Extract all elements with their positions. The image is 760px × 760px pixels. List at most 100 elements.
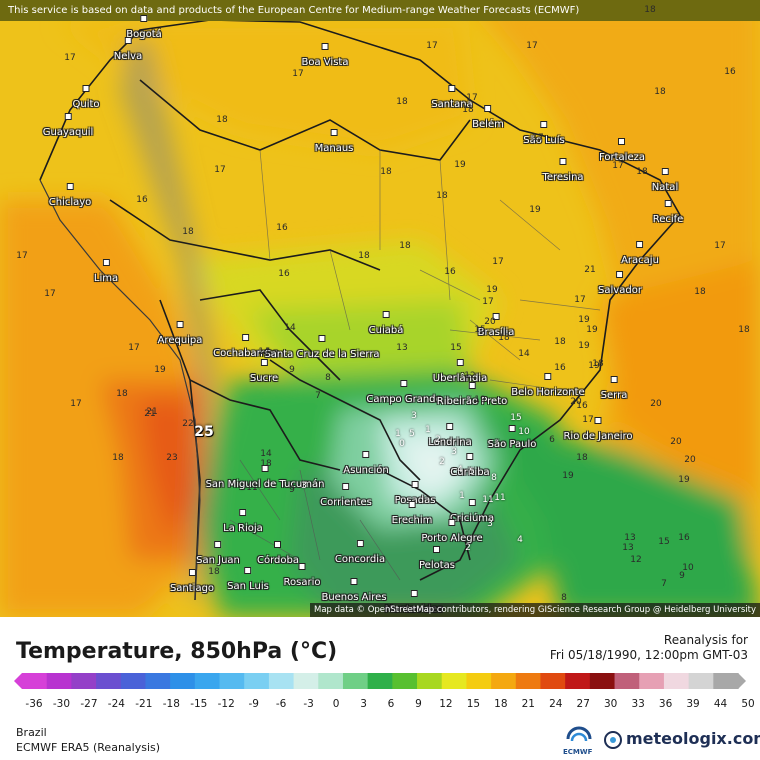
meteologix-logo[interactable]: meteologix.com: [626, 729, 760, 748]
city-square-icon: [382, 311, 390, 318]
coastline: [39, 179, 201, 601]
temperature-label: 17: [128, 343, 140, 353]
city-marker: Salvador: [598, 271, 642, 297]
temperature-label: 18: [636, 167, 648, 177]
temperature-label: 20: [684, 455, 696, 465]
city-square-icon: [102, 259, 110, 266]
temperature-label: 17: [526, 41, 538, 51]
map-panel: This service is based on data and produc…: [0, 0, 760, 617]
legend-tick-label: 50: [741, 698, 755, 710]
map-title: Temperature, 850hPa (°C): [16, 639, 338, 664]
city-name: San Juan: [196, 555, 240, 566]
legend-tick-label: 36: [658, 698, 673, 710]
temperature-label: 18: [694, 287, 706, 297]
city-name: Quito: [72, 99, 100, 110]
temperature-label: 18: [358, 251, 370, 261]
temperature-label: 0: [399, 439, 405, 449]
legend-swatch: [342, 673, 369, 689]
city-name: Erechim: [391, 515, 433, 526]
temperature-label: 8: [325, 373, 331, 383]
city-name: Buenos Aires: [321, 592, 387, 603]
temperature-label: 15: [474, 325, 486, 335]
city-name: Cuiabá: [368, 325, 404, 336]
temperature-label: 13: [622, 543, 634, 553]
temperature-label: 8: [491, 473, 497, 483]
temperature-label: 15: [450, 343, 462, 353]
legend-left-arrow: [14, 673, 22, 689]
legend-tick-label: -36: [25, 698, 43, 710]
legend-tick-label: 0: [332, 698, 340, 710]
city-marker: Arequipa: [158, 321, 202, 347]
temperature-label: 18: [738, 325, 750, 335]
legend-swatch: [565, 673, 591, 689]
city-square-icon: [356, 540, 364, 547]
legend-swatch: [589, 673, 616, 689]
legend-tick-label: -30: [52, 698, 71, 710]
city-square-icon: [492, 313, 500, 320]
legend-tick-label: 30: [604, 698, 618, 710]
city-square-icon: [350, 578, 358, 585]
temperature-label: 16: [136, 195, 148, 205]
legend-tick-label: 9: [415, 698, 422, 710]
temperature-label: 3: [487, 519, 493, 529]
city-square-icon: [321, 43, 329, 50]
temperature-label: 17: [532, 133, 544, 143]
city-name: Santa Cruz de la Sierra: [264, 349, 380, 360]
city-square-icon: [661, 168, 669, 175]
legend-swatch: [71, 673, 97, 689]
temperature-label: 17: [64, 53, 76, 63]
legend-swatch: [466, 673, 492, 689]
temperature-label: 17: [574, 295, 586, 305]
temperature-label: 18: [498, 333, 510, 343]
legend-tick-label: 24: [549, 698, 563, 710]
legend-swatch: [639, 673, 665, 689]
city-name: Concordia: [334, 554, 386, 565]
city-marker: Boa Vista: [302, 43, 348, 69]
temperature-label: 19: [529, 205, 541, 215]
city-name: São Luís: [523, 135, 565, 146]
temperature-label: 19: [586, 325, 598, 335]
temperature-label: 18: [260, 459, 272, 469]
city-marker: Natal: [652, 168, 678, 194]
temperature-label: 16: [554, 363, 566, 373]
map-attribution[interactable]: Map data © OpenStreetMap contributors, r…: [310, 603, 760, 617]
city-marker: Corrientes: [320, 483, 372, 509]
temperature-label: 7: [661, 579, 667, 589]
legend-tick-label: 27: [576, 698, 590, 710]
temperature-label: 18: [554, 337, 566, 347]
temperature-label: 19: [154, 365, 166, 375]
city-square-icon: [540, 121, 548, 128]
temperature-label: 4: [457, 465, 463, 475]
city-name: Rio de Janeiro: [563, 431, 633, 442]
city-marker: Cuiabá: [368, 311, 404, 337]
city-name: Guayaquil: [42, 127, 94, 138]
temperature-label: 25: [194, 424, 214, 440]
city-marker: Aracaju: [621, 241, 659, 267]
city-marker: Erechim: [391, 501, 433, 527]
city-name: Belo Horizonte: [511, 387, 585, 398]
city-marker: São Paulo: [487, 425, 537, 451]
temperature-label: 8: [561, 593, 567, 603]
model-label: ECMWF ERA5 (Reanalysis): [16, 741, 161, 754]
temperature-label: 3: [301, 481, 307, 491]
city-square-icon: [559, 158, 567, 165]
city-marker: Belo Horizonte: [511, 373, 585, 399]
temperature-label: 10: [682, 563, 694, 573]
city-name: Nelva: [113, 51, 143, 62]
temperature-label: 1: [395, 429, 401, 439]
temperature-label: 19: [578, 341, 590, 351]
city-name: Londrina: [428, 437, 472, 448]
temperature-label: 1: [425, 425, 431, 435]
city-square-icon: [448, 85, 456, 92]
temperature-label: 21: [146, 407, 158, 417]
city-name: Bogotá: [126, 29, 162, 40]
city-name: Manaus: [314, 143, 354, 154]
city-marker: Rio de Janeiro: [563, 417, 633, 443]
temperature-label: 1: [459, 491, 465, 501]
temperature-label: 18: [380, 167, 392, 177]
legend-tick-label: 3: [360, 698, 367, 710]
city-marker: Quito: [72, 85, 100, 111]
legend-swatch: [392, 673, 418, 689]
city-marker: Serra: [601, 376, 627, 402]
city-name: São Paulo: [487, 439, 537, 450]
